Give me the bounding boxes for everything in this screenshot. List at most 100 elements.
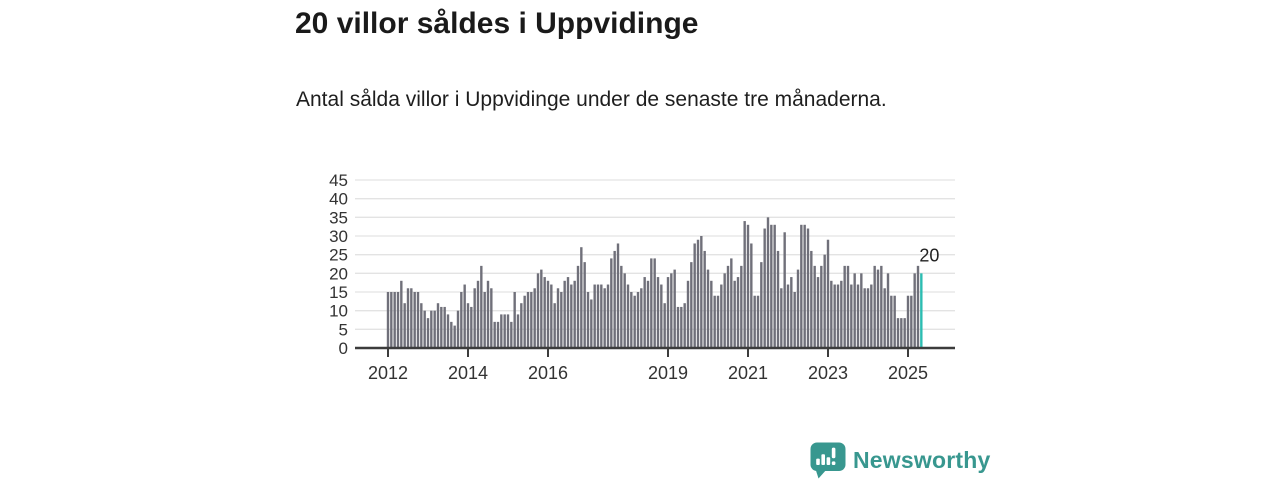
bar: [410, 288, 413, 348]
bar: [896, 318, 900, 348]
bar: [886, 273, 890, 348]
x-tick-label: 2014: [448, 363, 488, 383]
bar: [670, 273, 673, 348]
bar: [803, 224, 806, 348]
x-tick-label: 2023: [808, 363, 848, 383]
bar: [443, 306, 446, 348]
y-tick-label: 35: [329, 208, 348, 227]
y-tick-label: 20: [329, 264, 348, 283]
bar: [436, 303, 440, 348]
bar: [906, 295, 910, 348]
bar: [453, 325, 456, 348]
bar: [883, 288, 886, 348]
bar: [606, 284, 610, 348]
bar: [806, 228, 810, 348]
bar: [830, 280, 833, 348]
bar: [576, 265, 580, 348]
bar: [520, 303, 523, 348]
bar: [543, 277, 546, 348]
bar: [620, 265, 623, 348]
bar: [446, 314, 450, 348]
bar: [393, 292, 396, 348]
bar: [716, 295, 720, 348]
bar: [710, 280, 713, 348]
bar: [580, 247, 583, 348]
bar: [523, 295, 526, 348]
bar: [813, 265, 816, 348]
bar: [863, 288, 866, 348]
bar: [536, 273, 540, 348]
bar: [386, 292, 390, 348]
bar: [573, 280, 576, 348]
bar: [636, 292, 640, 348]
bar: [596, 284, 600, 348]
bar: [530, 292, 533, 348]
bar: [433, 310, 436, 348]
bar: [720, 284, 723, 348]
bar: [476, 280, 480, 348]
bar: [666, 277, 670, 348]
bar: [696, 239, 700, 348]
bar: [790, 277, 793, 348]
bar: [766, 217, 770, 348]
brand-name: Newsworthy: [853, 446, 991, 473]
bar: [910, 295, 913, 348]
bar: [690, 262, 693, 348]
bar: [513, 292, 516, 348]
page-title: 20 villor såldes i Uppvidinge: [295, 7, 699, 40]
bar: [516, 314, 520, 348]
bar: [490, 288, 493, 348]
bar: [473, 288, 476, 348]
bar: [786, 284, 790, 348]
bar: [586, 292, 590, 348]
bar: [840, 280, 843, 348]
x-tick-label: 2012: [368, 363, 408, 383]
bar: [493, 321, 496, 348]
bar: [583, 262, 586, 348]
bar: [793, 292, 796, 348]
bar: [773, 224, 776, 348]
bar: [463, 284, 466, 348]
bar: [723, 273, 726, 348]
bar: [753, 295, 756, 348]
y-tick-label: 25: [329, 246, 348, 265]
bar: [823, 254, 826, 348]
bar: [856, 284, 860, 348]
bar: [860, 273, 863, 348]
bar: [836, 284, 840, 348]
bar: [406, 288, 410, 348]
bar: [423, 310, 426, 348]
bar: [510, 321, 513, 348]
bar: [483, 292, 486, 348]
bar: [743, 221, 746, 348]
bar: [496, 321, 500, 348]
bar: [566, 277, 570, 348]
bar: [460, 292, 463, 348]
y-tick-label: 5: [339, 320, 348, 339]
y-tick-label: 40: [329, 190, 348, 209]
bar: [653, 258, 656, 348]
bar: [843, 265, 846, 348]
bar: [643, 277, 646, 348]
bar: [623, 273, 626, 348]
bar: [456, 310, 460, 348]
bar: [630, 292, 633, 348]
bar: [800, 224, 803, 348]
bar: [533, 288, 536, 348]
bar: [660, 284, 663, 348]
bar: [526, 292, 530, 348]
bar: [396, 292, 400, 348]
bar: [570, 284, 573, 348]
bar: [613, 250, 616, 348]
bar: [890, 295, 893, 348]
bar: [900, 318, 903, 348]
y-tick-label: 10: [329, 302, 348, 321]
bar: [440, 306, 443, 348]
bar-chart: 0 5 10 15 20 25 30 35 40 45 2012 2014 2016 2019 2021 20…: [310, 170, 970, 385]
bar: [780, 288, 783, 348]
bar: [726, 265, 730, 348]
bar: [480, 265, 483, 348]
bar: [413, 292, 416, 348]
bar: [626, 284, 630, 348]
